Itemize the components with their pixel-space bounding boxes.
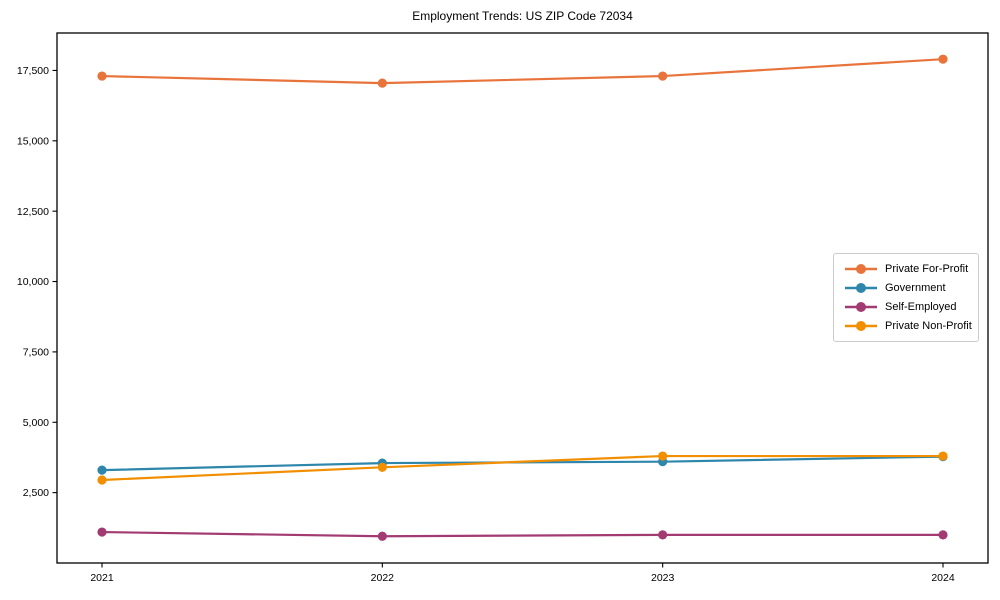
line-marker-icon bbox=[845, 321, 877, 331]
line-marker-icon bbox=[845, 264, 877, 274]
svg-text:2,500: 2,500 bbox=[23, 487, 49, 499]
legend-label: Private For-Profit bbox=[885, 263, 969, 275]
svg-text:17,500: 17,500 bbox=[17, 65, 49, 77]
svg-text:10,000: 10,000 bbox=[17, 276, 49, 288]
chart-title: Employment Trends: US ZIP Code 72034 bbox=[412, 9, 633, 23]
legend: Private For-Profit Government Self-Emplo… bbox=[833, 253, 979, 342]
svg-text:12,500: 12,500 bbox=[17, 206, 49, 218]
svg-text:2024: 2024 bbox=[931, 572, 955, 584]
legend-label: Self-Employed bbox=[885, 301, 957, 313]
svg-text:2022: 2022 bbox=[371, 572, 395, 584]
legend-label: Government bbox=[885, 282, 946, 294]
svg-text:15,000: 15,000 bbox=[17, 135, 49, 147]
svg-text:2023: 2023 bbox=[651, 572, 675, 584]
svg-text:2021: 2021 bbox=[90, 572, 114, 584]
svg-text:7,500: 7,500 bbox=[23, 347, 49, 359]
legend-item-self-employed: Self-Employed bbox=[838, 301, 974, 313]
legend-item-private-non-profit: Private Non-Profit bbox=[838, 320, 974, 332]
svg-text:5,000: 5,000 bbox=[23, 417, 49, 429]
legend-item-private-for-profit: Private For-Profit bbox=[838, 263, 974, 275]
legend-label: Private Non-Profit bbox=[885, 320, 972, 332]
line-marker-icon bbox=[845, 302, 877, 312]
line-marker-icon bbox=[845, 283, 877, 293]
legend-item-government: Government bbox=[838, 282, 974, 294]
